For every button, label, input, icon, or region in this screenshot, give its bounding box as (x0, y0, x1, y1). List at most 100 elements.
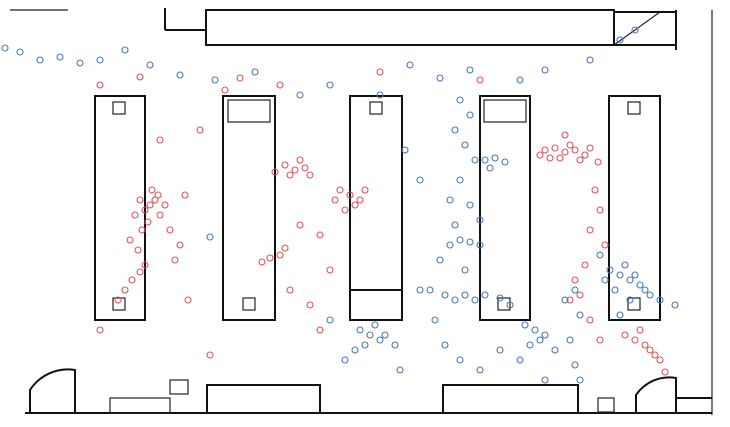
data-point (496, 346, 504, 354)
data-point (466, 111, 474, 119)
data-point (596, 206, 604, 214)
data-point (151, 196, 159, 204)
data-point (616, 36, 624, 44)
data-point (406, 61, 414, 69)
data-point (281, 161, 289, 169)
data-point (436, 74, 444, 82)
data-point (286, 171, 294, 179)
data-point (541, 146, 549, 154)
data-point (416, 176, 424, 184)
data-point (541, 331, 549, 339)
data-point (456, 176, 464, 184)
data-point (56, 53, 64, 61)
data-point (376, 68, 384, 76)
data-point (446, 241, 454, 249)
data-point (121, 46, 129, 54)
data-point (486, 164, 494, 172)
data-point (16, 48, 24, 56)
data-point (481, 291, 489, 299)
bottom-cabinet (442, 384, 579, 414)
data-point (651, 351, 659, 359)
data-point (128, 276, 136, 284)
data-point (401, 146, 409, 154)
outlet (112, 297, 126, 311)
bottom-cabinet (206, 384, 321, 414)
data-point (571, 286, 579, 294)
data-point (376, 336, 384, 344)
data-point (566, 336, 574, 344)
floor-plan (10, 8, 713, 415)
data-point (471, 296, 479, 304)
data-point (336, 186, 344, 194)
data-point (446, 196, 454, 204)
data-point (526, 341, 534, 349)
data-point (476, 241, 484, 249)
data-point (631, 271, 639, 279)
data-point (571, 361, 579, 369)
data-point (586, 56, 594, 64)
data-point (506, 301, 514, 309)
data-point (146, 201, 154, 209)
data-point (636, 326, 644, 334)
data-point (586, 226, 594, 234)
data-point (621, 331, 629, 339)
data-point (631, 336, 639, 344)
door (635, 376, 677, 413)
diagonal (613, 11, 661, 46)
data-point (496, 294, 504, 302)
data-point (646, 346, 654, 354)
data-point (366, 331, 374, 339)
data-point (571, 146, 579, 154)
outlet (497, 297, 511, 311)
data-point (656, 356, 664, 364)
outlet (627, 297, 641, 311)
bench (222, 95, 276, 321)
fixture (169, 379, 189, 395)
data-point (141, 206, 149, 214)
data-point (156, 211, 164, 219)
data-point (371, 321, 379, 329)
data-point (571, 276, 579, 284)
outlet (112, 101, 126, 115)
data-point (456, 356, 464, 364)
data-point (96, 56, 104, 64)
data-point (326, 81, 334, 89)
data-point (326, 316, 334, 324)
data-point (146, 61, 154, 69)
data-point (184, 296, 192, 304)
data-point (476, 366, 484, 374)
data-point (131, 211, 139, 219)
data-point (471, 156, 479, 164)
data-point (206, 351, 214, 359)
data-point (456, 236, 464, 244)
data-point (466, 201, 474, 209)
data-point (501, 158, 509, 166)
data-point (626, 276, 634, 284)
data-point (136, 196, 144, 204)
data-point (316, 326, 324, 334)
data-point (176, 71, 184, 79)
data-point (586, 144, 594, 152)
data-point (476, 76, 484, 84)
bench (479, 95, 531, 321)
data-point (296, 91, 304, 99)
data-point (426, 286, 434, 294)
data-point (601, 241, 609, 249)
fixture (597, 397, 615, 413)
data-point (436, 256, 444, 264)
data-point (671, 301, 679, 309)
data-point (561, 148, 569, 156)
data-point (551, 144, 559, 152)
data-point (296, 156, 304, 164)
data-point (171, 256, 179, 264)
data-point (376, 91, 384, 99)
data-point (361, 186, 369, 194)
data-point (96, 326, 104, 334)
outlet (242, 297, 256, 311)
data-point (346, 191, 354, 199)
data-point (481, 156, 489, 164)
data-point (211, 76, 219, 84)
data-point (206, 233, 214, 241)
data-point (461, 141, 469, 149)
